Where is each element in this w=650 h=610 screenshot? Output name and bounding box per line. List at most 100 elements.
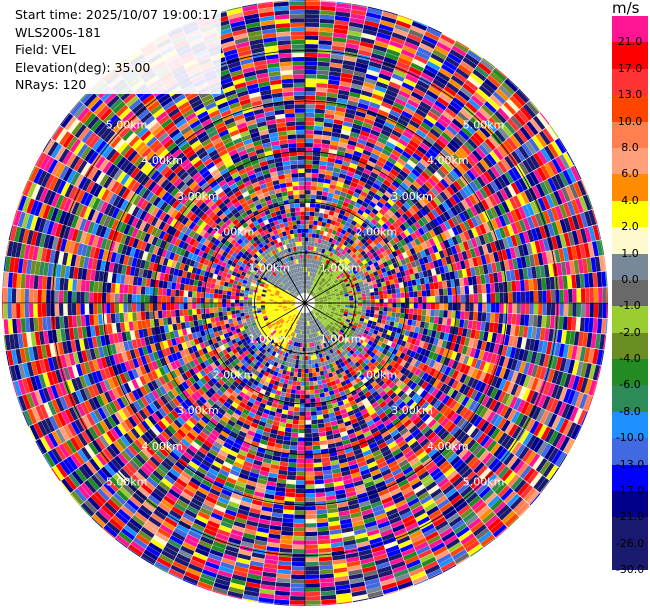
range-gate — [363, 218, 371, 225]
range-gate — [330, 220, 337, 226]
range-gate — [449, 100, 463, 112]
range-gate — [549, 315, 555, 329]
range-gate — [312, 156, 321, 161]
range-gate — [333, 212, 340, 218]
range-gate — [400, 297, 406, 303]
range-gate — [346, 144, 356, 151]
range-gate — [370, 97, 382, 106]
range-gate — [305, 155, 313, 160]
range-gate — [442, 317, 448, 326]
range-gate — [322, 278, 326, 283]
range-gate — [320, 239, 326, 245]
range-gate — [374, 204, 382, 212]
range-gate — [365, 114, 376, 122]
range-gate — [331, 45, 345, 52]
range-gate — [320, 586, 336, 592]
range-gate — [414, 201, 423, 210]
range-gate — [295, 493, 305, 498]
range-gate — [296, 381, 301, 386]
range-gate — [471, 275, 477, 285]
range-gate — [294, 510, 305, 515]
range-gate — [442, 280, 448, 289]
range-gate — [298, 433, 305, 438]
range-gate — [309, 220, 314, 225]
range-gate — [310, 398, 316, 403]
range-gate — [345, 175, 353, 182]
range-gate — [284, 431, 292, 437]
range-gate — [313, 380, 318, 386]
range-gate — [432, 78, 446, 89]
range-gate — [354, 66, 368, 74]
range-gate — [415, 278, 421, 286]
range-gate — [354, 250, 361, 256]
range-gate — [424, 322, 430, 329]
range-gate — [332, 41, 346, 47]
range-gate — [325, 105, 336, 111]
range-gate — [489, 94, 503, 108]
range-gate — [328, 279, 333, 284]
range-gate — [284, 496, 295, 502]
range-gate — [430, 187, 440, 197]
range-gate — [324, 205, 331, 211]
range-gate — [359, 205, 367, 212]
range-gate — [358, 194, 366, 202]
range-gate — [395, 122, 407, 131]
range-gate — [447, 52, 462, 64]
range-gate — [377, 286, 383, 292]
range-gate — [418, 303, 423, 309]
range-gate — [485, 120, 497, 133]
range-gate — [295, 394, 301, 399]
range-gate — [357, 235, 364, 242]
range-gate — [398, 138, 409, 147]
range-gate — [305, 74, 317, 79]
range-gate — [332, 171, 340, 178]
range-gate — [389, 206, 397, 214]
range-gate — [416, 314, 422, 322]
range-gate — [454, 115, 467, 127]
range-gate — [353, 216, 360, 223]
range-gate — [467, 49, 482, 62]
range-gate — [333, 167, 341, 173]
range-gate — [567, 316, 573, 331]
range-gate — [473, 284, 478, 294]
range-gate — [305, 172, 312, 178]
range-gate — [281, 387, 287, 393]
range-gate — [407, 280, 413, 287]
range-gate — [317, 182, 324, 187]
range-gate — [308, 237, 312, 242]
range-gate — [322, 284, 326, 289]
range-gate — [414, 149, 425, 159]
range-gate — [467, 276, 473, 286]
range-gate — [327, 261, 332, 266]
range-gate — [490, 283, 495, 293]
range-gate — [524, 279, 530, 291]
range-gate — [283, 379, 289, 384]
range-gate — [354, 146, 364, 154]
range-gate — [417, 104, 430, 115]
range-gate — [305, 39, 319, 45]
range-gate — [300, 398, 305, 404]
range-gate — [284, 427, 292, 433]
range-gate — [305, 237, 309, 242]
range-gate — [400, 303, 406, 308]
range-gate — [317, 61, 330, 67]
range-gate — [338, 270, 343, 275]
range-gate — [305, 471, 315, 477]
range-gate — [305, 138, 314, 143]
range-gate — [329, 252, 334, 257]
range-gate — [460, 311, 465, 320]
range-gate — [601, 271, 607, 287]
range-gate — [451, 153, 462, 164]
range-gate — [507, 313, 513, 325]
range-gate — [322, 217, 328, 223]
range-gate — [305, 411, 311, 416]
range-gate — [457, 111, 470, 123]
range-gate — [286, 414, 294, 420]
range-gate — [305, 228, 309, 233]
range-gate — [460, 286, 465, 295]
range-gate — [593, 303, 599, 318]
range-gate — [370, 295, 375, 300]
range-gate — [383, 145, 394, 153]
range-gate — [405, 103, 417, 112]
range-gate — [288, 406, 295, 411]
